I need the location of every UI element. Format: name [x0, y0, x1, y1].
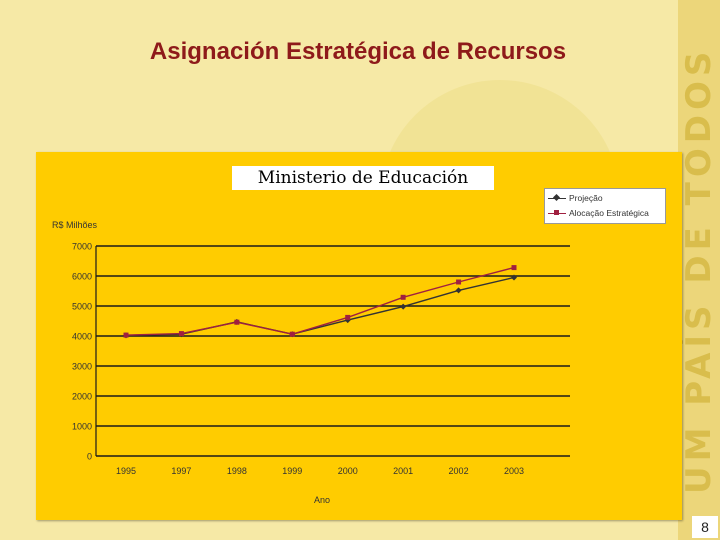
axis-labels: 0 1000 2000 3000 4000 5000 6000 7000 1995 1997 199… [52, 220, 524, 505]
data-point-alocacao [178, 331, 184, 337]
legend-item-alocacao: Alocação Estratégica [545, 206, 665, 221]
x-tick-label: 1997 [171, 466, 191, 476]
x-tick-label: 1995 [116, 466, 136, 476]
y-tick-label: 3000 [72, 362, 92, 372]
page-number: 8 [692, 516, 718, 538]
chart-legend: Projeção Alocação Estratégica [544, 188, 666, 224]
side-stripe [678, 0, 720, 540]
legend-label-projecao: Projeção [569, 193, 603, 203]
data-point-alocacao [289, 331, 295, 337]
legend-label-alocacao: Alocação Estratégica [569, 208, 649, 218]
grid-lines [96, 245, 570, 457]
x-axis-title: Ano [314, 495, 330, 505]
x-tick-label: 2002 [449, 466, 469, 476]
data-point-alocacao [400, 294, 406, 300]
x-tick-label: 2001 [393, 466, 413, 476]
y-tick-label: 7000 [72, 242, 92, 252]
y-tick-label: 2000 [72, 392, 92, 402]
series-line-1 [125, 266, 515, 336]
data-point-alocacao [123, 332, 129, 338]
legend-item-projecao: Projeção [545, 191, 665, 206]
data-point-projecao [400, 303, 407, 310]
y-tick-label: 5000 [72, 302, 92, 312]
y-axis-title: R$ Milhões [52, 220, 98, 230]
x-tick-label: 1999 [282, 466, 302, 476]
x-tick-label: 1998 [227, 466, 247, 476]
y-tick-label: 4000 [72, 332, 92, 342]
data-point-alocacao [345, 314, 351, 320]
data-point-projecao [455, 287, 462, 294]
data-point-alocacao [511, 265, 517, 271]
data-point-alocacao [234, 319, 240, 325]
chart-title: Ministerio de Educación [232, 166, 494, 190]
y-tick-label: 0 [87, 452, 92, 462]
series-group [123, 265, 517, 339]
legend-marker-square [554, 210, 559, 215]
x-tick-label: 2003 [504, 466, 524, 476]
y-tick-label: 6000 [72, 272, 92, 282]
data-point-alocacao [456, 279, 462, 285]
legend-marker-diamond [552, 193, 561, 202]
slide-title: Asignación Estratégica de Recursos [0, 38, 720, 66]
slide-title-text: Asignación Estratégica de Recursos [149, 38, 567, 65]
y-tick-label: 1000 [72, 422, 92, 432]
data-point-projecao [511, 274, 517, 281]
x-tick-label: 2000 [338, 466, 358, 476]
